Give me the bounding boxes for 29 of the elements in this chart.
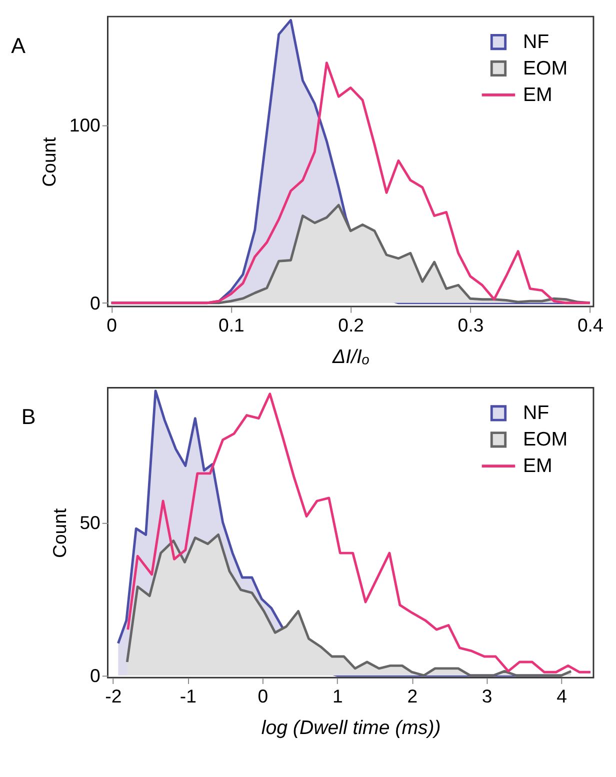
legend-label: EOM [522, 428, 568, 451]
x-tick-label: 0.4 [577, 314, 604, 336]
x-tick-label: 1 [332, 686, 343, 707]
legend-label: EM [522, 84, 552, 106]
x-tick-label: 0 [258, 686, 268, 707]
line-series [110, 62, 592, 304]
legend-label: EOM [522, 57, 568, 80]
x-tick-label: 3 [482, 686, 492, 707]
x-axis-title: ΔI/Iₒ [331, 346, 370, 368]
x-tick-label: 0.1 [218, 314, 244, 336]
y-axis-title: Count [48, 508, 70, 558]
legend-label: NF [522, 30, 550, 53]
legend-label: EM [522, 454, 552, 477]
x-tick-label: -1 [180, 686, 196, 707]
y-tick-label: 100 [69, 114, 100, 136]
x-tick-label: 4 [556, 686, 568, 707]
x-tick-label: 0.3 [458, 314, 484, 336]
x-tick-label: 0.2 [338, 314, 364, 336]
y-tick-label: 0 [90, 664, 100, 686]
x-tick-label: 2 [407, 686, 418, 707]
y-axis-title: Count [38, 136, 60, 187]
y-tick-label: 50 [80, 512, 100, 533]
y-tick-label: 0 [90, 292, 100, 314]
text: B [21, 404, 36, 429]
x-tick-label: 0 [106, 314, 117, 336]
x-tick-label: -2 [105, 686, 122, 707]
legend-label: NF [522, 402, 550, 424]
x-axis-title: log (Dwell time (ms)) [261, 716, 441, 739]
text: A [11, 34, 26, 58]
